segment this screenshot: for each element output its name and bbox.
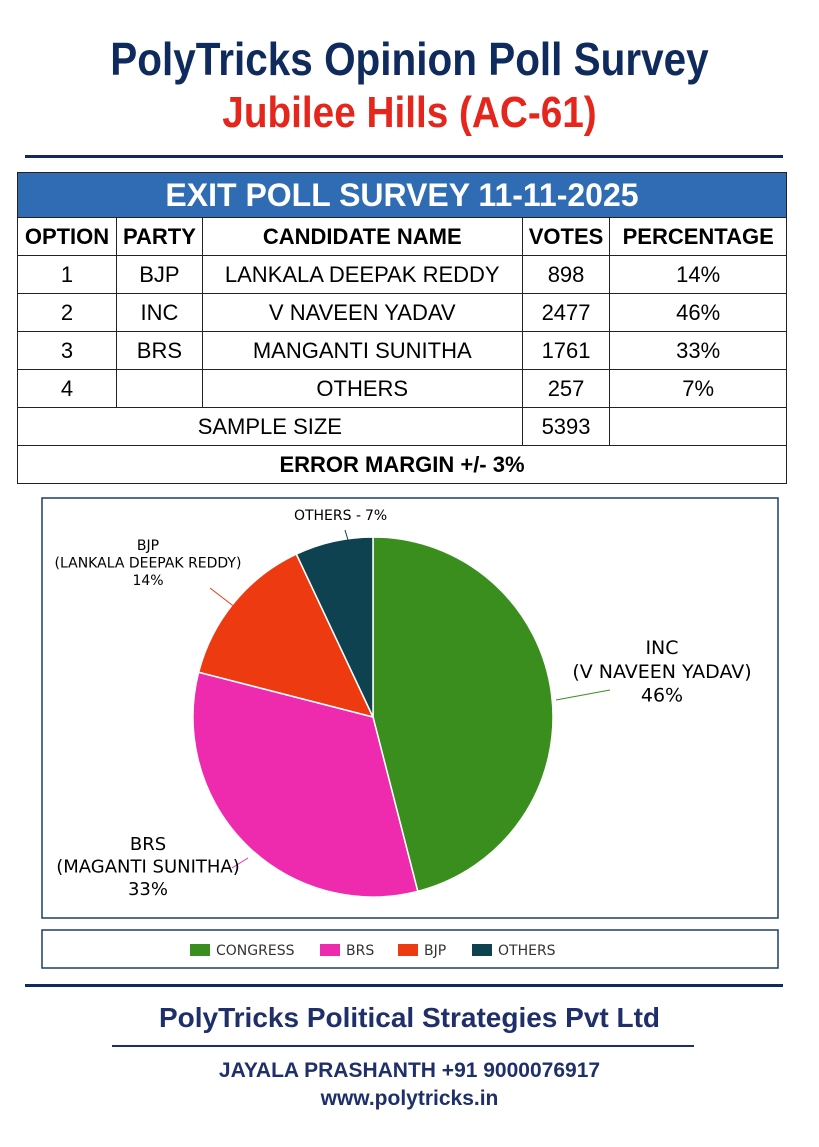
- title-row: EXIT POLL SURVEY 11-11-2025: [17, 172, 787, 218]
- title: PolyTricks Opinion Poll Survey: [110, 33, 709, 85]
- cell: INC: [116, 293, 203, 332]
- data-label-candidate: (MAGANTI SUNITHA): [56, 857, 240, 878]
- legend-label: BRS: [346, 943, 374, 959]
- data-label-name: BJP: [137, 538, 159, 554]
- cell: 4: [16, 369, 118, 408]
- subtitle: Jubilee Hills (AC-61): [222, 88, 597, 137]
- data-label-value: 14%: [132, 573, 163, 589]
- pie-slice: [372, 536, 554, 893]
- chart-frame: [41, 497, 779, 919]
- legend-swatch: [398, 944, 418, 956]
- column-header: CANDIDATE NAME: [201, 217, 523, 256]
- data-label-name: INC: [645, 637, 678, 659]
- cell: SAMPLE SIZE: [17, 407, 523, 446]
- column-header: PARTY: [116, 217, 203, 256]
- divider: [112, 1045, 694, 1047]
- data-label-candidate: (LANKALA DEEPAK REDDY): [55, 556, 242, 572]
- column-header: VOTES: [521, 217, 611, 256]
- cell: 46%: [609, 293, 787, 332]
- cell: 3: [16, 331, 118, 370]
- row: 1 BJP LANKALA DEEPAK REDDY 898 14%: [16, 255, 787, 294]
- cell: BRS: [116, 331, 203, 370]
- row: 4 OTHERS 257 7%: [16, 369, 787, 408]
- cell: 257: [521, 369, 611, 408]
- contact: JAYALA PRASHANTH +91 9000076917: [218, 1059, 601, 1082]
- cell: MANGANTI SUNITHA: [201, 331, 523, 370]
- cell: OTHERS: [201, 369, 523, 408]
- legend-label: CONGRESS: [216, 943, 295, 959]
- cell: 898: [521, 255, 611, 294]
- table-title: EXIT POLL SURVEY 11-11-2025: [17, 172, 787, 218]
- legend-swatch: [472, 944, 492, 956]
- data-label-value: 46%: [641, 685, 683, 707]
- error-row: ERROR MARGIN +/- 3%: [17, 445, 787, 484]
- data-label-name: BRS: [130, 834, 166, 855]
- data-label-candidate: (V NAVEEN YADAV): [572, 661, 751, 683]
- cell: V NAVEEN YADAV: [201, 293, 523, 332]
- cell: LANKALA DEEPAK REDDY: [201, 255, 523, 294]
- divider: [25, 155, 783, 158]
- cell: 33%: [609, 331, 787, 370]
- pie-slice: [192, 671, 419, 898]
- cell: 1761: [521, 331, 611, 370]
- company: PolyTricks Political Strategies Pvt Ltd: [158, 1002, 661, 1033]
- row: 3 BRS MANGANTI SUNITHA 1761 33%: [16, 331, 787, 370]
- legend-frame: [41, 929, 779, 969]
- cell: 7%: [609, 369, 787, 408]
- pie-slice: [295, 536, 374, 718]
- cell: 1: [16, 255, 118, 294]
- chart: INC(V NAVEEN YADAV)46%BRS(MAGANTI SUNITH…: [41, 497, 779, 969]
- sample-row: SAMPLE SIZE 5393: [17, 407, 787, 446]
- cell: [609, 407, 787, 446]
- results-table: EXIT POLL SURVEY 11-11-2025 OPTION PARTY CA…: [16, 172, 787, 484]
- header-row: OPTION PARTY CANDIDATE NAME VOTES PERCENTAGE: [16, 217, 787, 256]
- leader-line: [344, 529, 349, 541]
- cell: BJP: [116, 255, 203, 294]
- legend-swatch: [190, 944, 210, 956]
- cell: 2: [16, 293, 118, 332]
- cell: 14%: [609, 255, 787, 294]
- leader-line: [231, 857, 249, 869]
- cell: [116, 369, 203, 408]
- data-label-name: OTHERS -: [294, 508, 361, 524]
- column-header: PERCENTAGE: [609, 217, 787, 256]
- legend-label: BJP: [424, 943, 446, 959]
- leader-line: [555, 689, 611, 701]
- cell: 2477: [521, 293, 611, 332]
- legend-swatch: [320, 944, 340, 956]
- legend-label: OTHERS: [498, 943, 556, 959]
- data-label-value: 7%: [365, 508, 387, 524]
- cell: ERROR MARGIN +/- 3%: [17, 445, 787, 484]
- cell: 5393: [521, 407, 611, 446]
- row: 2 INC V NAVEEN YADAV 2477 46%: [16, 293, 787, 332]
- leader-line: [209, 587, 237, 609]
- pie-slice: [197, 553, 375, 719]
- website: www.polytricks.in: [320, 1087, 499, 1110]
- data-label-value: 33%: [128, 879, 168, 900]
- column-header: OPTION: [16, 217, 118, 256]
- divider: [25, 984, 783, 987]
